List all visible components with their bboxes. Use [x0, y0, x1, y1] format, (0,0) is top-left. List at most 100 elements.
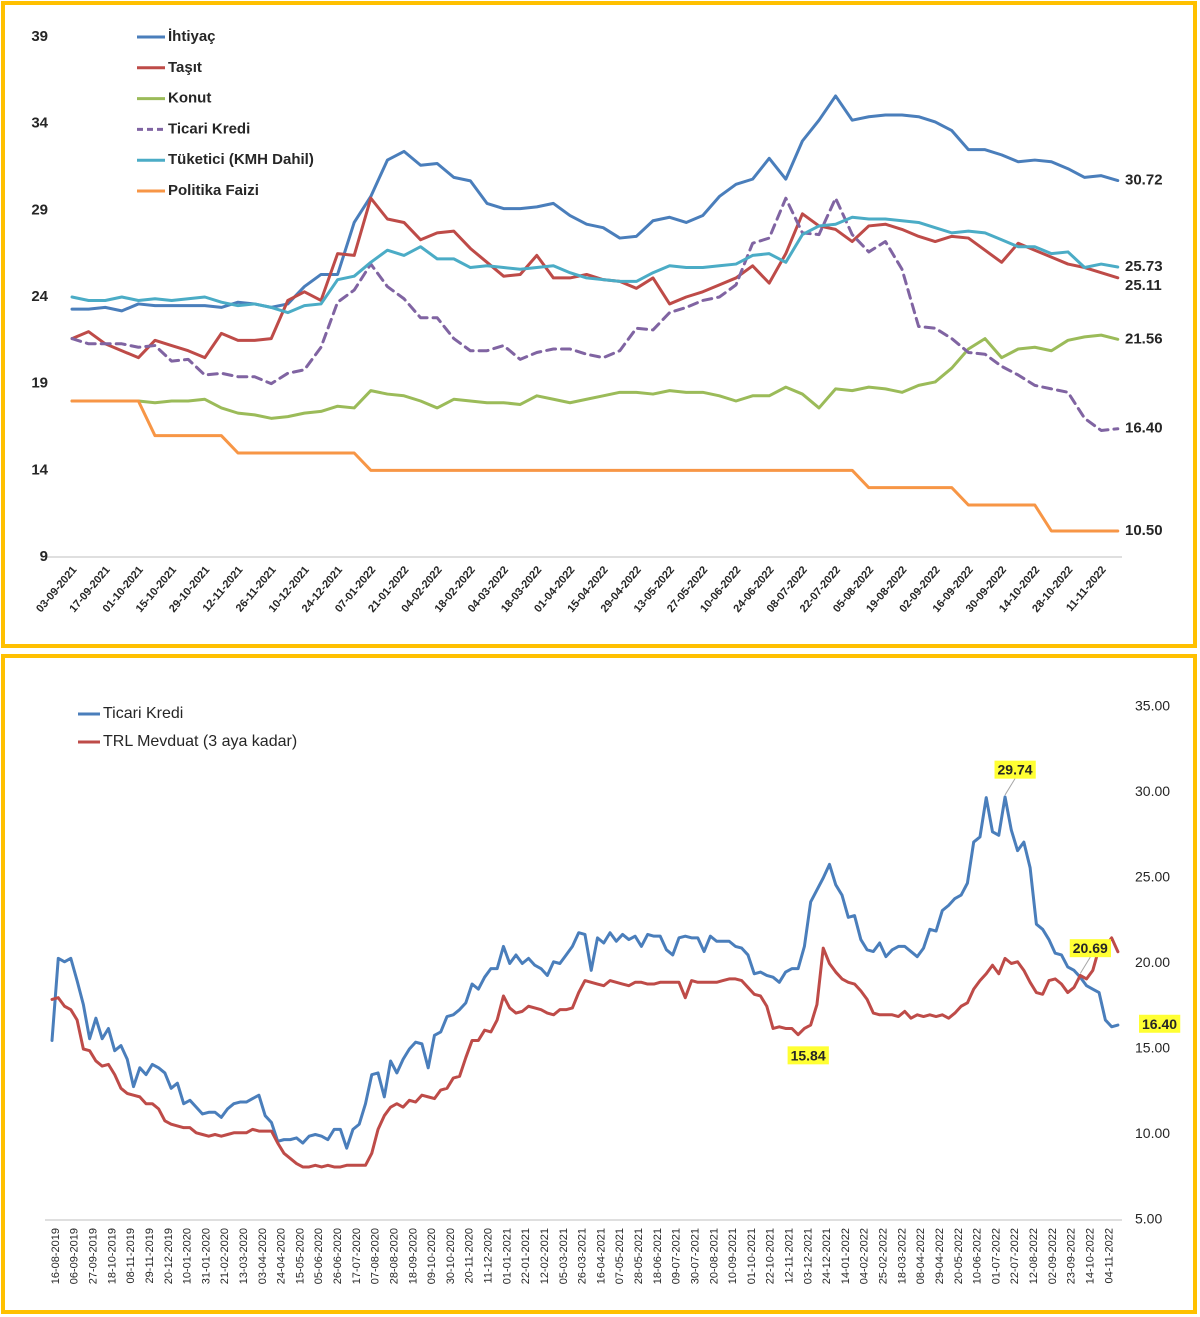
value-label: 25.11 — [1125, 277, 1162, 294]
x-tick-label: 04-11-2022 — [1103, 1228, 1115, 1283]
x-tick-label: 29-11-2019 — [144, 1228, 156, 1283]
x-tick-label: 12-08-2022 — [1028, 1228, 1040, 1284]
value-label: 10.50 — [1125, 522, 1163, 539]
x-tick-label: 01-01-2021 — [501, 1228, 513, 1284]
x-tick-label: 10-06-2022 — [972, 1228, 984, 1284]
y-tick-label: 39 — [31, 28, 48, 45]
y-tick-label: 15.00 — [1135, 1040, 1170, 1056]
series-line — [70, 196, 1120, 432]
legend-label: Tüketici (KMH Dahil) — [168, 151, 314, 168]
x-tick-label: 30-07-2021 — [689, 1228, 701, 1284]
x-tick-label: 15-05-2020 — [294, 1228, 306, 1284]
x-tick-label: 18-03-2022 — [896, 1228, 908, 1284]
x-tick-label: 22-10-2021 — [765, 1228, 777, 1284]
value-label-box — [994, 760, 1036, 779]
x-tick-label: 22-07-2022 — [1009, 1228, 1021, 1284]
series-line — [50, 936, 1120, 1169]
value-label: 29.74 — [998, 762, 1033, 778]
value-label-box — [787, 1046, 829, 1065]
x-tick-label: 31-01-2020 — [200, 1228, 212, 1284]
legend-label: Taşıt — [168, 59, 202, 76]
leader-line — [1004, 778, 1016, 796]
value-label: 25.73 — [1125, 258, 1163, 275]
legend-label: İhtiyaç — [168, 28, 216, 45]
x-tick-label: 01-07-2022 — [990, 1228, 1002, 1284]
x-tick-label: 20-08-2021 — [708, 1228, 720, 1284]
series-line — [70, 333, 1120, 420]
x-tick-label: 16-04-2021 — [595, 1228, 607, 1284]
series-line — [70, 196, 1120, 360]
x-tick-label: 07-08-2020 — [370, 1228, 382, 1284]
x-tick-label: 30-10-2020 — [445, 1228, 457, 1284]
x-tick-label: 14-01-2022 — [840, 1228, 852, 1284]
x-tick-label: 10-09-2021 — [727, 1228, 739, 1284]
y-tick-label: 34 — [31, 115, 48, 132]
x-tick-label: 26-06-2020 — [332, 1228, 344, 1284]
legend-label: Ticari Kredi — [103, 705, 183, 722]
y-tick-label: 24 — [31, 288, 48, 305]
x-tick-label: 17-07-2020 — [351, 1228, 363, 1284]
chart-frame — [1, 1, 1197, 648]
x-tick-label: 16-08-2019 — [50, 1228, 62, 1284]
y-tick-label: 25.00 — [1135, 869, 1170, 885]
x-tick-label: 01-10-2021 — [746, 1228, 758, 1284]
y-tick-label: 5.00 — [1135, 1211, 1162, 1227]
x-tick-label: 04-02-2022 — [859, 1228, 871, 1284]
x-tick-label: 29-04-2022 — [934, 1228, 946, 1284]
series-line — [70, 399, 1120, 533]
x-tick-label: 07-05-2021 — [614, 1228, 626, 1284]
x-tick-label: 21-02-2020 — [219, 1228, 231, 1284]
x-tick-label: 13-03-2020 — [238, 1228, 250, 1284]
series-line — [70, 215, 1120, 315]
x-tick-label: 25-02-2022 — [878, 1228, 890, 1284]
leader-line — [1079, 956, 1091, 974]
legend-label: Ticari Kredi — [168, 120, 250, 137]
y-tick-label: 9 — [40, 548, 48, 565]
x-tick-label: 24-12-2021 — [821, 1228, 833, 1284]
x-tick-label: 03-04-2020 — [257, 1228, 269, 1284]
x-tick-label: 11-12-2020 — [483, 1228, 495, 1283]
x-tick-label: 14-10-2022 — [1084, 1228, 1096, 1284]
y-tick-label: 19 — [31, 375, 48, 392]
x-tick-label: 06-09-2019 — [69, 1228, 81, 1284]
x-tick-label: 23-09-2022 — [1066, 1228, 1078, 1284]
series-line — [70, 94, 1120, 313]
x-tick-label: 20-11-2020 — [464, 1228, 476, 1283]
x-tick-label: 08-04-2022 — [915, 1228, 927, 1284]
x-tick-label: 27-09-2019 — [88, 1228, 100, 1284]
x-tick-label: 10-01-2020 — [182, 1228, 194, 1284]
x-tick-label: 24-04-2020 — [276, 1228, 288, 1284]
x-tick-label: 12-02-2021 — [539, 1228, 551, 1284]
value-label: 15.84 — [791, 1047, 826, 1063]
x-tick-label: 05-06-2020 — [313, 1228, 325, 1284]
x-tick-label: 03-12-2021 — [802, 1228, 814, 1284]
x-tick-label: 20-05-2022 — [953, 1228, 965, 1284]
x-tick-label: 05-03-2021 — [558, 1228, 570, 1284]
x-tick-label: 12-11-2021 — [783, 1228, 795, 1283]
y-tick-label: 20.00 — [1135, 954, 1170, 970]
value-label: 16.40 — [1142, 1016, 1177, 1032]
value-label-box — [1069, 939, 1112, 958]
x-tick-label: 09-07-2021 — [671, 1228, 683, 1284]
x-tick-label: 18-10-2019 — [106, 1228, 118, 1284]
x-tick-label: 26-03-2021 — [577, 1228, 589, 1284]
y-tick-label: 35.00 — [1135, 698, 1170, 714]
x-tick-label: 18-06-2021 — [652, 1228, 664, 1284]
x-tick-label: 08-11-2019 — [125, 1228, 137, 1283]
legend-label: TRL Mevduat (3 aya kadar) — [103, 733, 297, 750]
x-tick-label: 18-09-2020 — [407, 1228, 419, 1284]
x-tick-label: 28-08-2020 — [388, 1228, 400, 1284]
value-label: 16.40 — [1125, 420, 1163, 437]
y-tick-label: 10.00 — [1135, 1125, 1170, 1141]
y-tick-label: 14 — [31, 461, 48, 478]
x-tick-label: 28-05-2021 — [633, 1228, 645, 1284]
y-tick-label: 29 — [31, 201, 48, 218]
x-tick-label: 09-10-2020 — [426, 1228, 438, 1284]
legend-label: Konut — [168, 90, 211, 107]
value-label: 30.72 — [1125, 171, 1163, 188]
value-label: 20.69 — [1073, 940, 1108, 956]
x-tick-label: 02-09-2022 — [1047, 1228, 1059, 1284]
legend-label: Politika Faizi — [168, 182, 259, 199]
y-tick-label: 30.00 — [1135, 783, 1170, 799]
x-tick-label: 22-01-2021 — [520, 1228, 532, 1284]
